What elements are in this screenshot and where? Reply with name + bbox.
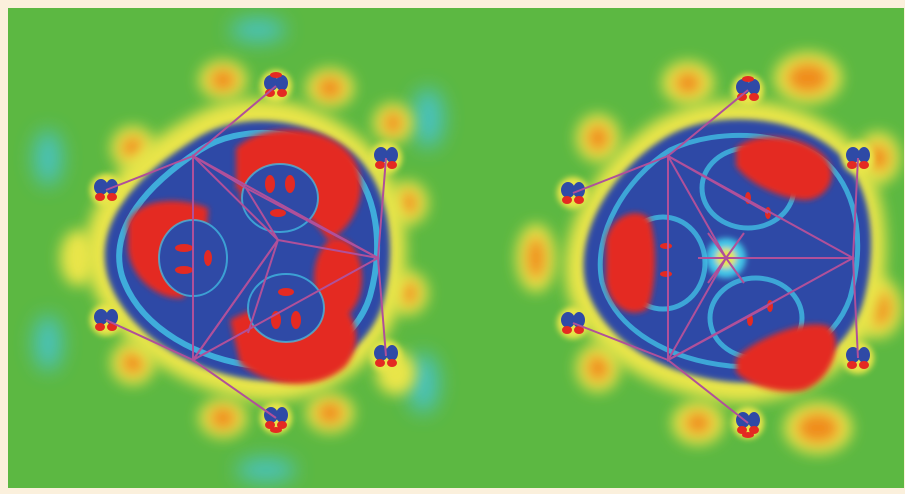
atom — [370, 340, 402, 372]
right-red-lobes — [606, 136, 837, 392]
left-halo-lobes — [60, 60, 428, 438]
left-flower-red-petals — [175, 175, 301, 329]
right-core — [565, 100, 886, 403]
density-map-figure — [8, 8, 904, 488]
atom — [260, 402, 292, 434]
left-bond-lines — [105, 85, 387, 419]
right-bond-lines — [572, 89, 859, 424]
left-panel — [34, 18, 444, 482]
right-panel — [516, 52, 902, 454]
